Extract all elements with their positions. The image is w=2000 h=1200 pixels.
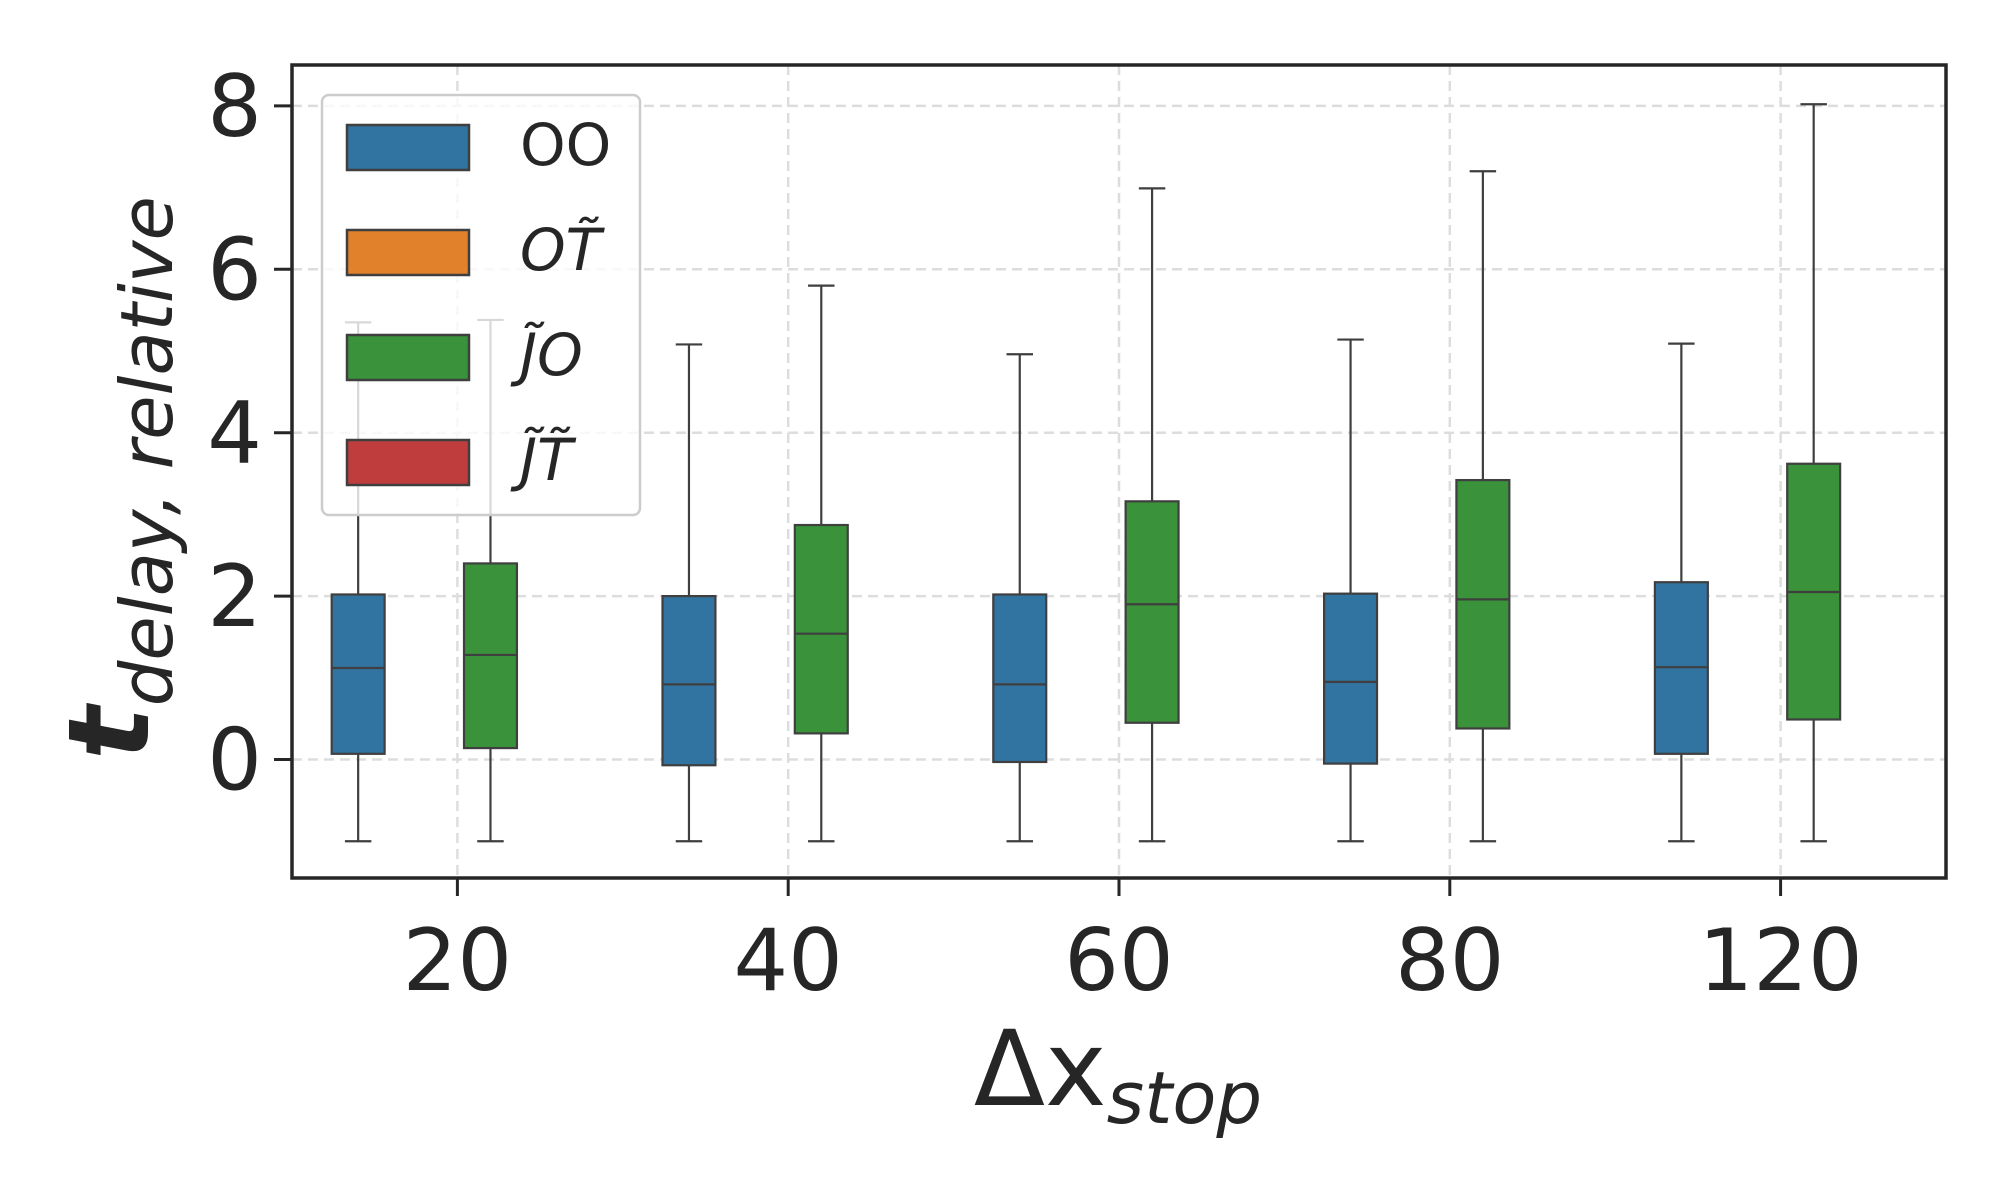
box-80 — [1455, 170, 1511, 843]
y-axis-ticks: 0 2 4 6 8 — [207, 57, 292, 811]
box-80 — [1322, 338, 1379, 843]
box-40 — [793, 284, 849, 843]
box-40 — [661, 343, 717, 843]
x-axis-label: Δxstop — [974, 1008, 1262, 1140]
box-body — [330, 593, 386, 755]
y-tick-label: 6 — [207, 220, 262, 320]
y-axis-label: tdelay, relative — [45, 196, 189, 760]
legend-label: OT̃ — [520, 215, 606, 284]
y-tick-label: 2 — [207, 547, 262, 647]
legend-swatch — [345, 228, 471, 277]
legend-label: J̃T̃ — [510, 425, 577, 494]
x-tick-label: 80 — [1395, 911, 1504, 1011]
y-tick-label: 8 — [207, 57, 262, 157]
x-axis-label-main: Δx — [974, 1008, 1107, 1130]
box-60 — [1124, 187, 1180, 843]
x-axis-label-sub: stop — [1107, 1056, 1263, 1140]
x-tick-label: 120 — [1699, 911, 1863, 1011]
legend-swatch — [345, 333, 471, 382]
x-tick-label: 60 — [1064, 911, 1173, 1011]
x-axis-ticks: 20 40 60 80 120 — [403, 878, 1863, 1011]
y-tick-label: 4 — [207, 384, 262, 484]
legend: OO OT̃ J̃O J̃T̃ — [320, 93, 642, 517]
x-tick-label: 40 — [733, 911, 842, 1011]
legend-swatch — [345, 438, 471, 487]
x-tick-label: 20 — [403, 911, 512, 1011]
y-tick-label: 0 — [207, 711, 262, 811]
box-series — [330, 103, 1842, 843]
box-120 — [1653, 342, 1709, 843]
legend-frame — [320, 93, 642, 517]
box-120 — [1786, 103, 1842, 843]
box-body — [1124, 500, 1180, 724]
box-body — [661, 595, 717, 767]
box-60 — [992, 353, 1048, 843]
box-body — [992, 593, 1048, 764]
box-body — [1455, 478, 1511, 730]
legend-swatch — [345, 123, 471, 172]
y-axis-label-sub: delay, relative — [105, 196, 189, 706]
legend-label: OO — [520, 111, 611, 179]
box-body — [1322, 592, 1379, 765]
legend-label: J̃O — [510, 320, 583, 389]
y-axis-label-main: t — [45, 703, 175, 760]
box-body — [793, 523, 849, 735]
